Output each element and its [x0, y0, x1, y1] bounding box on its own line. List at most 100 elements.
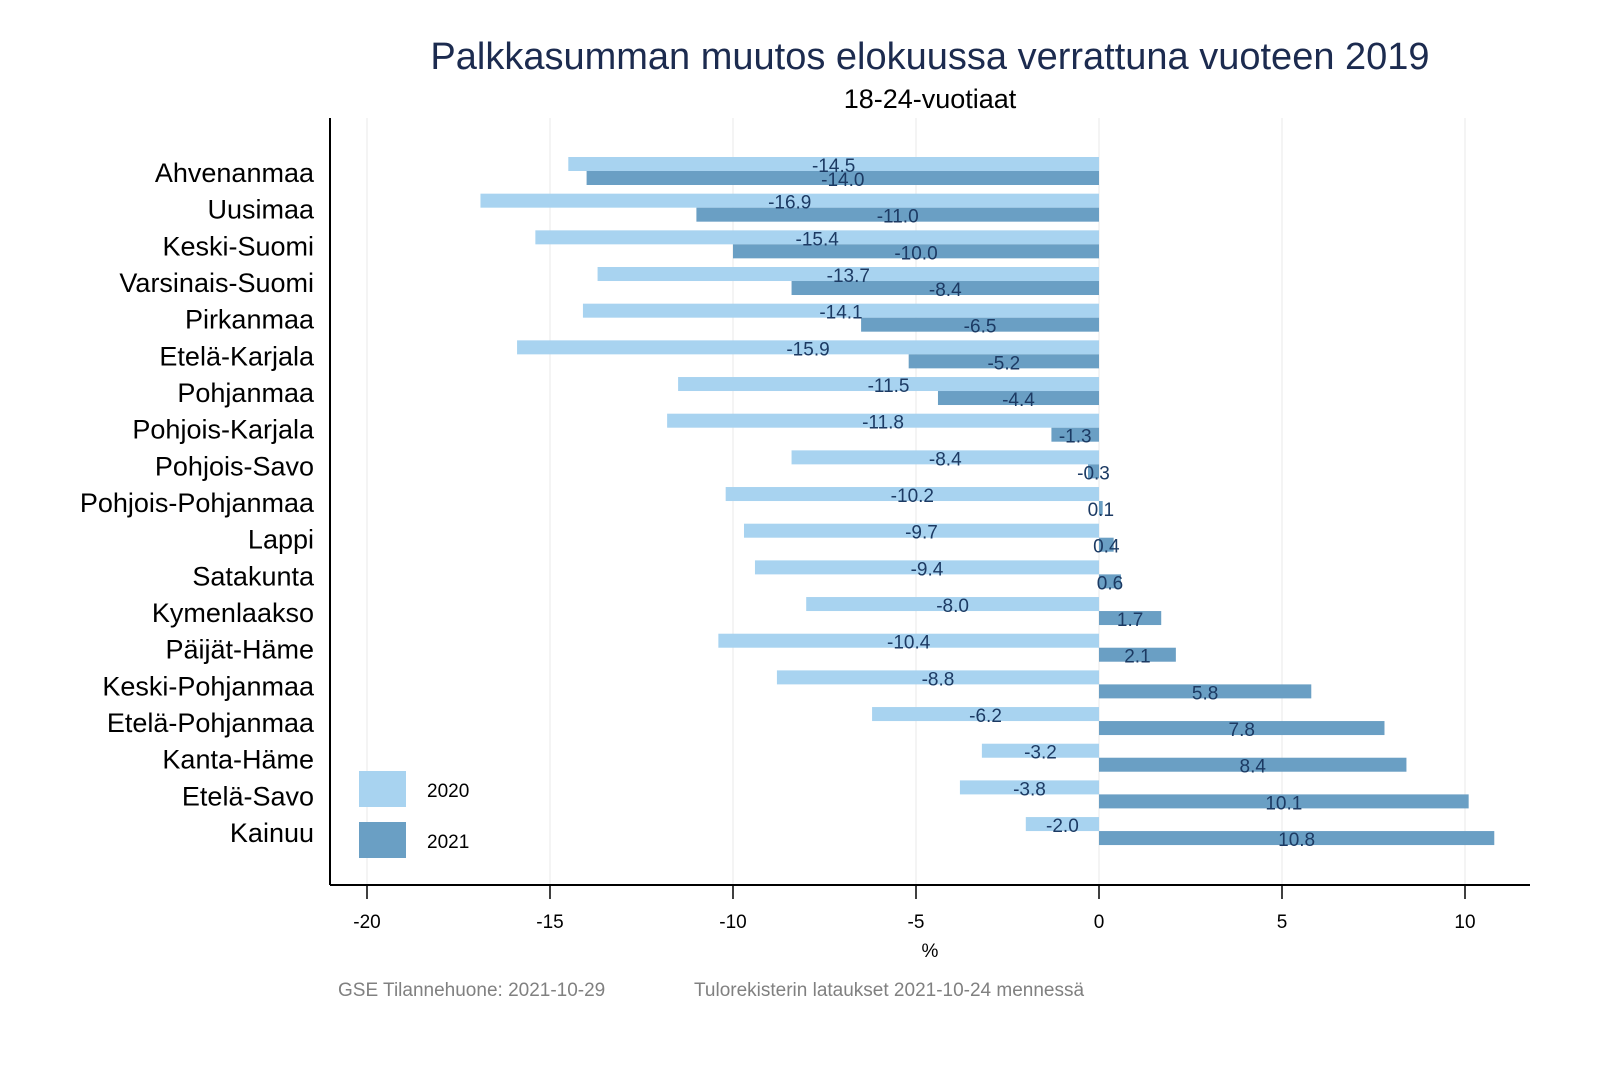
category-label: Keski-Pohjanmaa — [102, 671, 315, 701]
x-tick-label: 0 — [1094, 912, 1105, 933]
x-tick-label: -20 — [353, 912, 380, 933]
category-label: Kanta-Häme — [162, 745, 314, 775]
data-label-2020: -13.7 — [827, 266, 870, 287]
category-label: Pohjois-Pohjanmaa — [80, 488, 315, 518]
data-label-2020: -3.8 — [1013, 779, 1046, 800]
data-label-2021: 2.1 — [1124, 647, 1150, 668]
bar-2020 — [806, 597, 1099, 612]
data-label-2020: -15.9 — [786, 339, 829, 360]
bar-2021 — [1099, 721, 1385, 736]
data-label-2020: -11.5 — [868, 376, 910, 397]
bar-2020 — [743, 523, 1099, 538]
bar-2021 — [1099, 611, 1162, 626]
category-label: Etelä-Pohjanmaa — [107, 708, 315, 738]
bar-2020 — [480, 193, 1100, 208]
bar-2020 — [725, 487, 1099, 502]
bar-2020 — [776, 670, 1099, 685]
bar-2021 — [861, 317, 1099, 332]
data-label-2020: -9.4 — [911, 559, 944, 580]
bars — [480, 157, 1495, 846]
category-label: Lappi — [248, 525, 314, 555]
bar-2021 — [1099, 684, 1312, 699]
bar-2021 — [937, 391, 1099, 406]
footer-source: GSE Tilannehuone: 2021-10-29 — [338, 980, 606, 1001]
data-label-2020: -9.7 — [905, 523, 938, 544]
category-label: Etelä-Savo — [182, 781, 314, 811]
bar-2020 — [597, 267, 1099, 282]
bar-2020 — [535, 230, 1099, 245]
bar-2021 — [908, 354, 1099, 369]
data-label-2020: -8.0 — [936, 596, 969, 617]
data-label-2020: -16.9 — [768, 193, 811, 214]
legend-swatch-2021 — [359, 822, 406, 858]
legend: 2020 2021 — [359, 771, 469, 858]
category-label: Pohjanmaa — [177, 378, 315, 408]
data-label-2021: -0.3 — [1077, 463, 1110, 484]
data-label-2021: 1.7 — [1117, 610, 1143, 631]
category-label: Pirkanmaa — [185, 305, 315, 335]
axes: -20 -15 -10 -5 0 5 10% — [329, 118, 1530, 962]
data-label-2021: -5.2 — [987, 353, 1020, 374]
data-label-2020: -2.0 — [1046, 816, 1079, 837]
x-axis-title: % — [922, 941, 939, 962]
bar-2020 — [872, 707, 1099, 722]
bar-2020 — [981, 743, 1099, 758]
x-tick-label: 10 — [1454, 912, 1475, 933]
category-label: Etelä-Karjala — [159, 341, 315, 371]
bar-2021 — [586, 171, 1099, 185]
bar-2020 — [667, 413, 1099, 428]
data-label-2021: 8.4 — [1240, 757, 1267, 778]
bar-2021 — [1099, 537, 1114, 552]
data-labels: -14.5-14.0-16.9-11.0-15.4-10.0-13.7-8.4-… — [768, 156, 1315, 851]
data-label-2020: -10.2 — [891, 486, 934, 507]
category-label: Pohjois-Savo — [155, 451, 314, 481]
category-label: Kainuu — [230, 818, 314, 848]
bar-2021 — [1099, 647, 1176, 662]
bar-2021 — [791, 281, 1099, 296]
data-label-2021: 0.4 — [1093, 537, 1120, 558]
data-label-2021: -14.0 — [821, 170, 864, 191]
category-label: Ahvenanmaa — [155, 158, 315, 188]
bar-2020 — [678, 377, 1099, 392]
data-label-2021: 5.8 — [1192, 683, 1218, 704]
bar-2020 — [517, 340, 1099, 355]
category-label: Päijät-Häme — [165, 635, 314, 665]
legend-label-2020: 2020 — [427, 781, 469, 802]
data-label-2020: -14.5 — [812, 156, 855, 177]
data-label-2020: -14.1 — [819, 303, 862, 324]
bar-2020 — [754, 560, 1099, 575]
category-label: Keski-Suomi — [162, 231, 314, 261]
data-label-2020: -15.4 — [796, 229, 840, 250]
data-label-2020: -8.4 — [929, 449, 962, 470]
bar-2021 — [1099, 574, 1121, 589]
bar-2021 — [1099, 794, 1469, 809]
footer-note: Tulorekisterin lataukset 2021-10-24 menn… — [694, 980, 1085, 1001]
bar-2020 — [718, 633, 1099, 648]
data-label-2021: -6.5 — [964, 317, 997, 338]
chart-subtitle: 18-24-vuotiaat — [843, 84, 1017, 114]
bar-2021 — [1099, 831, 1495, 846]
category-label: Varsinais-Suomi — [119, 268, 314, 298]
category-labels: Ahvenanmaa Uusimaa Keski-Suomi Varsinais-Su… — [80, 158, 315, 848]
bar-2021 — [1088, 464, 1099, 479]
legend-swatch-2020 — [359, 771, 406, 807]
bar-2021 — [696, 207, 1099, 222]
data-label-2021: 7.8 — [1229, 720, 1255, 741]
bar-2020 — [1025, 817, 1099, 832]
x-tick-label: -5 — [908, 912, 925, 933]
data-label-2021: -8.4 — [929, 280, 962, 301]
category-label: Kymenlaakso — [152, 598, 314, 628]
data-label-2020: -8.8 — [922, 669, 955, 690]
bar-2020 — [959, 780, 1099, 795]
data-label-2021: -10.0 — [894, 243, 937, 264]
x-tick-label: -15 — [536, 912, 563, 933]
chart-title: Palkkasumman muutos elokuussa verrattuna… — [430, 36, 1430, 78]
data-label-2021: 10.1 — [1265, 793, 1302, 814]
data-label-2020: -6.2 — [969, 706, 1002, 727]
data-label-2021: -4.4 — [1002, 390, 1035, 411]
data-label-2021: -1.3 — [1059, 427, 1092, 448]
category-label: Pohjois-Karjala — [132, 415, 315, 445]
category-label: Uusimaa — [207, 195, 315, 225]
x-tick-label: -10 — [719, 912, 746, 933]
